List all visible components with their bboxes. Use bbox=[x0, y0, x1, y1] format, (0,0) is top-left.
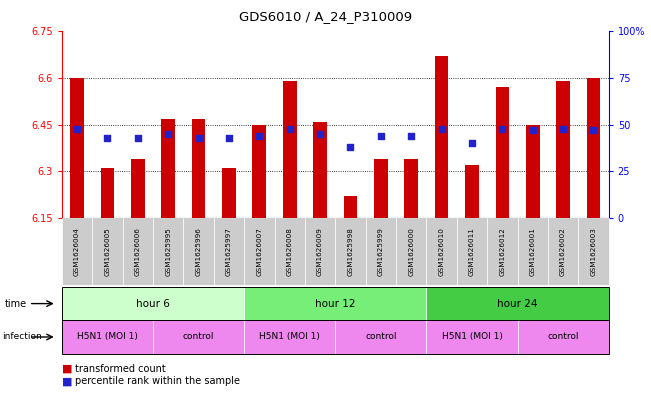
Text: GSM1626010: GSM1626010 bbox=[439, 227, 445, 276]
Text: H5N1 (MOI 1): H5N1 (MOI 1) bbox=[259, 332, 320, 342]
Point bbox=[254, 133, 264, 139]
Text: GSM1626003: GSM1626003 bbox=[590, 227, 596, 276]
Point bbox=[315, 131, 326, 137]
Text: GSM1626000: GSM1626000 bbox=[408, 227, 414, 276]
Point bbox=[133, 135, 143, 141]
Bar bbox=[191, 119, 205, 218]
Point bbox=[376, 133, 386, 139]
Point bbox=[224, 135, 234, 141]
Bar bbox=[283, 81, 297, 218]
Text: transformed count: transformed count bbox=[75, 364, 165, 374]
Text: GSM1625999: GSM1625999 bbox=[378, 227, 384, 276]
Point bbox=[163, 131, 173, 137]
Bar bbox=[404, 159, 418, 218]
Text: GSM1626008: GSM1626008 bbox=[286, 227, 293, 276]
Text: H5N1 (MOI 1): H5N1 (MOI 1) bbox=[441, 332, 503, 342]
Point bbox=[72, 125, 82, 132]
Text: GSM1626012: GSM1626012 bbox=[499, 227, 505, 276]
Bar bbox=[161, 119, 175, 218]
Point bbox=[102, 135, 113, 141]
Bar bbox=[344, 196, 357, 218]
Text: GDS6010 / A_24_P310009: GDS6010 / A_24_P310009 bbox=[239, 10, 412, 23]
Text: GSM1625998: GSM1625998 bbox=[348, 227, 353, 276]
Text: GSM1626002: GSM1626002 bbox=[560, 227, 566, 276]
Text: control: control bbox=[547, 332, 579, 342]
Text: GSM1626009: GSM1626009 bbox=[317, 227, 323, 276]
Text: control: control bbox=[183, 332, 214, 342]
Bar bbox=[100, 168, 115, 218]
Bar bbox=[222, 168, 236, 218]
Bar bbox=[495, 88, 509, 218]
Bar bbox=[465, 165, 478, 218]
Point bbox=[558, 125, 568, 132]
Text: GSM1626005: GSM1626005 bbox=[104, 227, 111, 276]
Point bbox=[589, 127, 599, 134]
Text: hour 12: hour 12 bbox=[315, 299, 355, 309]
Text: hour 6: hour 6 bbox=[136, 299, 170, 309]
Text: ■: ■ bbox=[62, 364, 72, 374]
Point bbox=[497, 125, 508, 132]
Text: ■: ■ bbox=[62, 376, 72, 386]
Point bbox=[284, 125, 295, 132]
Text: GSM1625996: GSM1625996 bbox=[195, 227, 202, 276]
Bar bbox=[374, 159, 388, 218]
Text: hour 24: hour 24 bbox=[497, 299, 538, 309]
Text: infection: infection bbox=[2, 332, 42, 342]
Text: GSM1626011: GSM1626011 bbox=[469, 227, 475, 276]
Bar bbox=[253, 125, 266, 218]
Point bbox=[406, 133, 417, 139]
Text: GSM1625997: GSM1625997 bbox=[226, 227, 232, 276]
Bar bbox=[435, 56, 449, 218]
Point bbox=[193, 135, 204, 141]
Bar bbox=[556, 81, 570, 218]
Text: GSM1625995: GSM1625995 bbox=[165, 227, 171, 276]
Text: GSM1626004: GSM1626004 bbox=[74, 227, 80, 276]
Point bbox=[345, 144, 355, 151]
Bar bbox=[587, 78, 600, 218]
Bar bbox=[131, 159, 145, 218]
Point bbox=[467, 140, 477, 147]
Point bbox=[436, 125, 447, 132]
Bar bbox=[70, 78, 84, 218]
Text: H5N1 (MOI 1): H5N1 (MOI 1) bbox=[77, 332, 138, 342]
Bar bbox=[313, 122, 327, 218]
Text: percentile rank within the sample: percentile rank within the sample bbox=[75, 376, 240, 386]
Text: GSM1626007: GSM1626007 bbox=[256, 227, 262, 276]
Text: GSM1626001: GSM1626001 bbox=[530, 227, 536, 276]
Text: GSM1626006: GSM1626006 bbox=[135, 227, 141, 276]
Text: control: control bbox=[365, 332, 396, 342]
Bar bbox=[526, 125, 540, 218]
Point bbox=[527, 127, 538, 134]
Text: time: time bbox=[5, 299, 27, 309]
